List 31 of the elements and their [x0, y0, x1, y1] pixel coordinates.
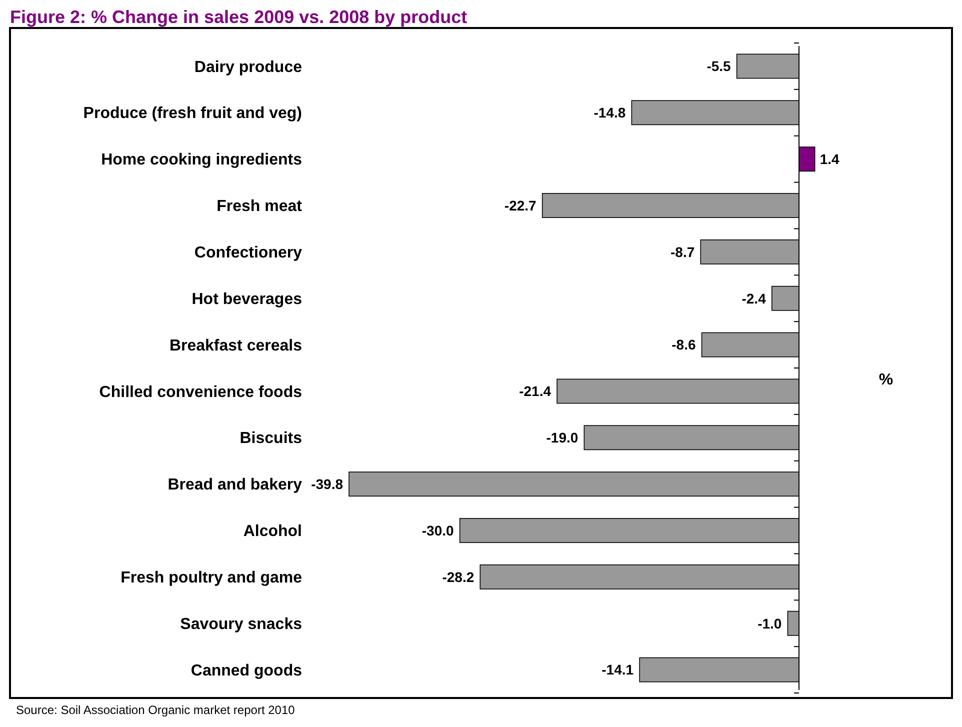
chart-title: Figure 2: % Change in sales 2009 vs. 2008 by product: [10, 7, 468, 27]
y-tick-label: Hot beverages: [192, 290, 302, 308]
y-tick-label: Savoury snacks: [180, 616, 302, 633]
data-label: -2.4: [742, 290, 766, 306]
y-tick-label: Home cooking ingredients: [101, 152, 302, 169]
x-axis-title: %: [878, 372, 894, 389]
data-label: -1.0: [758, 615, 782, 632]
data-label: -8.6: [672, 336, 696, 353]
data-label: -30.0: [422, 522, 454, 538]
data-label: -5.5: [706, 58, 732, 74]
y-tick-label: Produce (fresh fruit and veg): [83, 105, 302, 122]
data-label: -14.1: [602, 662, 634, 678]
y-tick-label: Canned goods: [190, 662, 302, 680]
y-tick-label: Biscuits: [240, 430, 302, 448]
y-tick-label: Breakfast cereals: [169, 337, 302, 354]
source-note: Source: Soil Association Organic market report 2010: [16, 703, 296, 717]
y-tick-label: Confectionery: [194, 244, 302, 262]
data-label: -22.7: [504, 197, 537, 214]
data-label: -19.0: [546, 430, 578, 446]
y-tick-label: Fresh meat: [216, 198, 303, 216]
y-tick-label: Chilled convenience foods: [99, 384, 302, 401]
data-label: 1.4: [820, 150, 840, 167]
data-label: -8.7: [670, 244, 695, 260]
y-tick-label: Fresh poultry and game: [120, 570, 302, 587]
data-label: -39.8: [311, 476, 344, 492]
y-tick-label: Alcohol: [243, 523, 302, 540]
data-label: -21.4: [519, 383, 552, 400]
y-tick-label: Dairy produce: [194, 58, 302, 76]
data-label: -28.2: [442, 568, 474, 585]
data-label: -14.8: [594, 104, 626, 121]
y-tick-label: Bread and bakery: [168, 476, 302, 494]
